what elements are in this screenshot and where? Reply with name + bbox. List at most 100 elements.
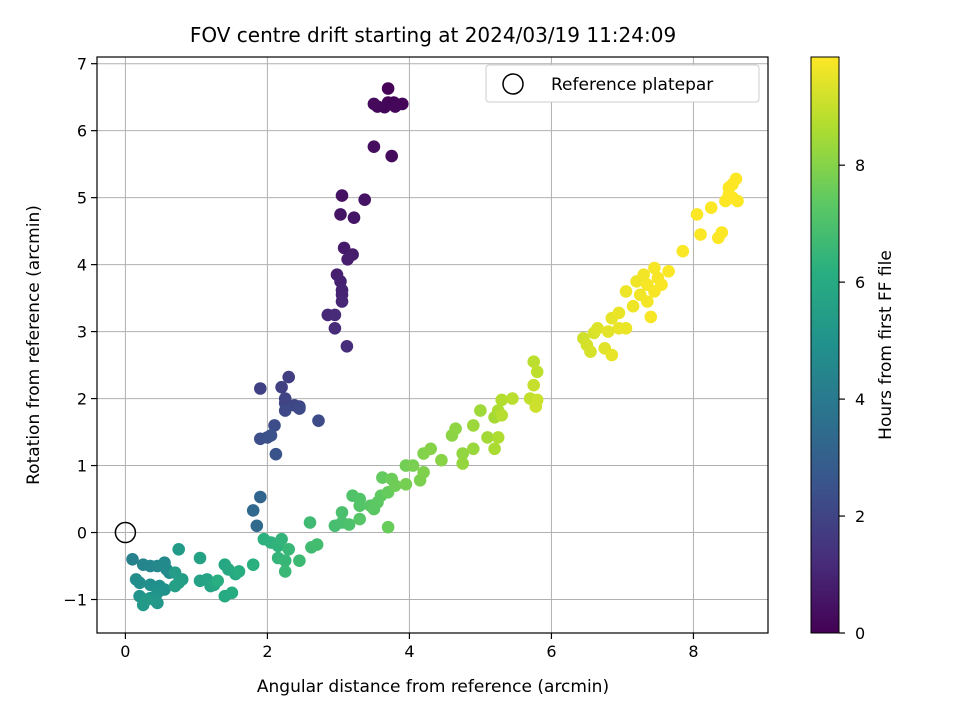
data-point (626, 299, 640, 313)
data-point (491, 431, 505, 444)
data-point (731, 194, 744, 208)
reference-platepar-point (114, 521, 137, 544)
data-point (253, 382, 267, 395)
data-point (676, 244, 690, 258)
data-point (456, 457, 470, 470)
data-point (133, 576, 146, 590)
data-point (342, 518, 356, 531)
data-point (347, 211, 361, 224)
data-point (456, 447, 470, 460)
data-point (605, 348, 619, 362)
data-point (341, 252, 354, 266)
colorbar-label: Hours from first FF file (876, 250, 896, 440)
data-point (303, 516, 317, 529)
data-point (385, 149, 399, 163)
grid-lines (97, 57, 768, 633)
data-point (488, 442, 501, 456)
data-point (637, 268, 650, 282)
y-tick-label: 5 (77, 189, 87, 208)
data-point (168, 579, 182, 593)
data-point (358, 193, 372, 206)
data-point (612, 306, 626, 320)
data-point (584, 345, 597, 359)
data-point (527, 355, 540, 369)
y-tick-label: −1 (63, 591, 87, 610)
data-point (417, 466, 430, 479)
plot-frame (96, 56, 769, 634)
data-point (264, 429, 278, 442)
data-point (619, 322, 633, 335)
data-point (381, 520, 395, 534)
x-tick-label: 6 (546, 642, 556, 661)
data-point (729, 172, 743, 186)
data-point (435, 453, 448, 467)
data-point (140, 593, 153, 606)
data-point (253, 490, 267, 504)
data-point (648, 261, 661, 275)
data-point (591, 322, 604, 335)
scatter-points (114, 82, 744, 612)
colorbar-tick-label: 8 (855, 156, 865, 175)
data-point (246, 504, 260, 517)
data-point (126, 553, 139, 566)
data-point (151, 596, 164, 610)
colorbar-tick-label: 2 (855, 507, 865, 526)
data-point (662, 265, 675, 278)
data-point (655, 278, 668, 292)
data-point (715, 226, 729, 239)
data-point (530, 365, 544, 379)
x-tick-label: 0 (120, 642, 130, 661)
y-tick-label: 3 (77, 323, 87, 342)
data-point (467, 442, 480, 456)
colorbar-gradient (810, 56, 840, 634)
legend-marker-reference (502, 73, 524, 95)
data-point (704, 201, 718, 214)
data-point (246, 558, 260, 571)
data-point (334, 208, 347, 221)
y-tick-label: 2 (77, 390, 87, 409)
data-point (278, 554, 292, 567)
data-point (353, 512, 367, 526)
data-point (293, 402, 306, 415)
y-tick-label: 6 (77, 122, 87, 141)
legend-label-reference: Reference platepar (551, 75, 713, 95)
data-point (278, 404, 292, 417)
data-point (495, 409, 509, 422)
data-point (641, 295, 654, 308)
x-tick-label: 4 (404, 642, 414, 661)
data-point (690, 208, 704, 221)
y-axis-label: Rotation from reference (arcmin) (24, 205, 44, 485)
data-point (449, 422, 462, 436)
x-axis-ticks: 0 2 4 6 8 (120, 633, 699, 661)
data-point (193, 551, 207, 565)
data-point (399, 478, 413, 491)
x-tick-label: 8 (688, 642, 698, 661)
y-tick-label: 4 (77, 256, 87, 275)
data-point (495, 393, 509, 407)
data-point (424, 442, 438, 456)
data-point (172, 543, 185, 556)
legend-box (485, 64, 760, 103)
data-point (268, 419, 281, 432)
data-point (278, 565, 292, 578)
data-point (388, 479, 402, 493)
data-point (353, 499, 367, 512)
data-point (269, 447, 283, 461)
y-tick-label: 0 (77, 524, 87, 543)
data-point (275, 380, 288, 394)
y-tick-label: 7 (77, 55, 87, 74)
data-point (376, 471, 389, 484)
data-point (340, 340, 354, 353)
colorbar: 0 2 4 6 8 Hours from first FF file (810, 56, 896, 643)
data-point (335, 295, 349, 308)
legend: Reference platepar (485, 64, 760, 103)
data-point (211, 574, 224, 588)
x-tick-label: 2 (262, 642, 272, 661)
data-point (335, 506, 349, 519)
data-point (282, 370, 296, 384)
data-point (225, 586, 239, 600)
data-point (474, 404, 487, 417)
y-axis-ticks: −1 0 1 2 3 4 5 6 7 (63, 55, 97, 610)
colorbar-tick-label: 4 (855, 390, 865, 409)
